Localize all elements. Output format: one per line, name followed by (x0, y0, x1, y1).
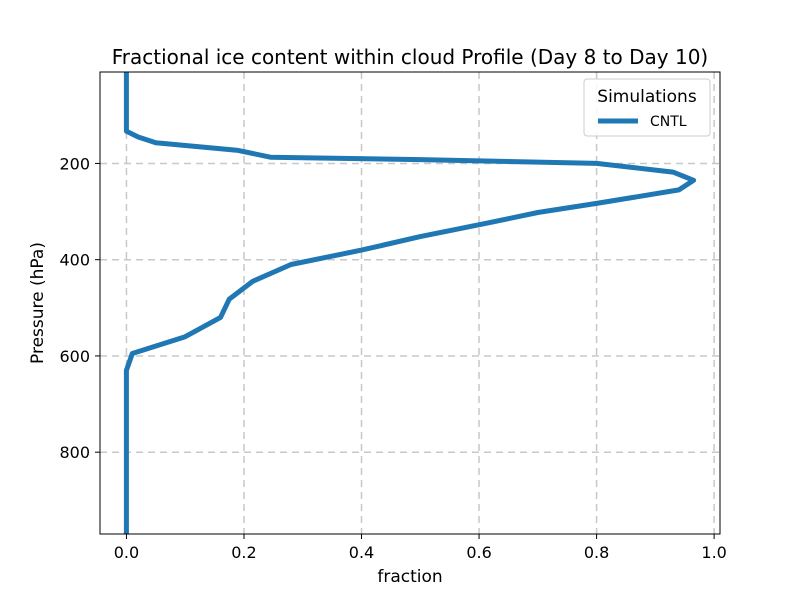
x-tick-label: 1.0 (701, 543, 726, 562)
series-line-cntl (123, 72, 697, 534)
legend: Simulations CNTL (583, 78, 711, 137)
y-tick-label: 800 (59, 443, 90, 462)
legend-title: Simulations (597, 87, 697, 107)
y-tick-label: 200 (59, 154, 90, 173)
plot-frame (99, 71, 721, 535)
x-tick-label: 0.4 (349, 543, 374, 562)
tick-layer: 0.0 0.2 0.4 0.6 0.8 1.0 200 400 600 800 (59, 154, 726, 562)
series-layer (123, 72, 697, 534)
chart-title: Fractional ice content within cloud Prof… (112, 45, 709, 69)
y-tick-label: 600 (59, 347, 90, 366)
x-tick-label: 0.8 (584, 543, 609, 562)
y-tick-label: 400 (59, 251, 90, 270)
x-tick-label: 0.2 (231, 543, 256, 562)
x-axis-label: fraction (377, 567, 442, 587)
legend-label-cntl: CNTL (650, 114, 687, 130)
x-tick-label: 0.6 (466, 543, 491, 562)
y-axis-label: Pressure (hPa) (28, 242, 48, 364)
x-tick-label: 0.0 (114, 543, 139, 562)
